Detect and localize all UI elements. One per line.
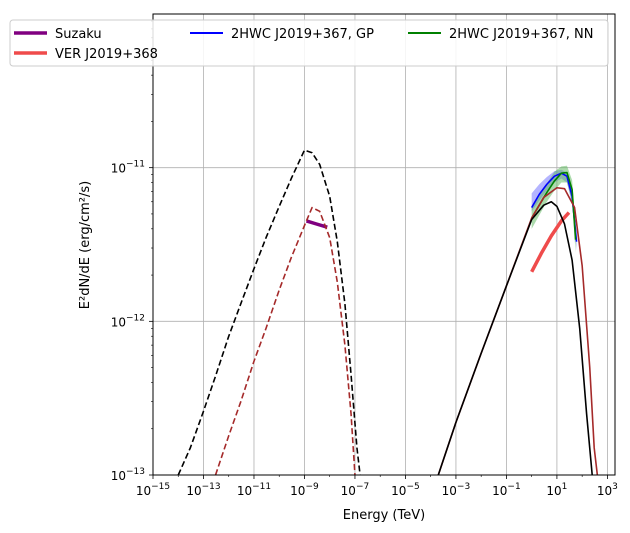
series-line-7 [437, 200, 593, 475]
series-line-0 [305, 219, 328, 229]
y-tick-label: 10−11 [111, 160, 145, 176]
y-axis-title: E²dN/dE (erg/cm²/s) [78, 181, 93, 309]
axis-ticks: 10−15 10−13 10−11 10−9 10−7 10−5 10−3 10−1 101 10… [111, 20, 618, 498]
plot-area [153, 14, 615, 475]
legend-label: Suzaku [55, 27, 102, 42]
plot-frame [152, 13, 616, 476]
x-tick-label: 10−3 [442, 482, 471, 498]
x-axis-title: Energy (TeV) [343, 508, 425, 523]
series-line-2 [530, 172, 578, 242]
x-tick-label: 10−9 [290, 482, 319, 498]
x-tick-label: 10−5 [391, 482, 420, 498]
series-lines [177, 149, 599, 475]
legend-label: VER J2019+368 [55, 47, 158, 62]
series-line-4 [177, 149, 361, 475]
y-axis-title-text: E²dN/dE (erg/cm²/s) [78, 181, 93, 309]
legend-label: 2HWC J2019+367, NN [449, 27, 593, 42]
series-line-1 [530, 211, 571, 273]
x-tick-label: 10−7 [341, 482, 370, 498]
y-tick-label: 10−12 [111, 313, 145, 329]
legend: Suzaku VER J2019+368 2HWC J2019+367, GP 2HW… [9, 19, 609, 67]
y-tick-label: 10−13 [111, 467, 145, 483]
x-tick-label: 101 [546, 482, 567, 498]
legend-box [9, 19, 609, 67]
legend-label: 2HWC J2019+367, GP [231, 27, 374, 42]
x-tick-label: 10−1 [492, 482, 521, 498]
x-tick-label: 10−15 [136, 482, 170, 498]
x-tick-label: 103 [597, 482, 618, 498]
x-tick-label: 10−13 [186, 482, 220, 498]
series-line-5 [214, 206, 356, 475]
x-tick-label: 10−11 [237, 482, 271, 498]
